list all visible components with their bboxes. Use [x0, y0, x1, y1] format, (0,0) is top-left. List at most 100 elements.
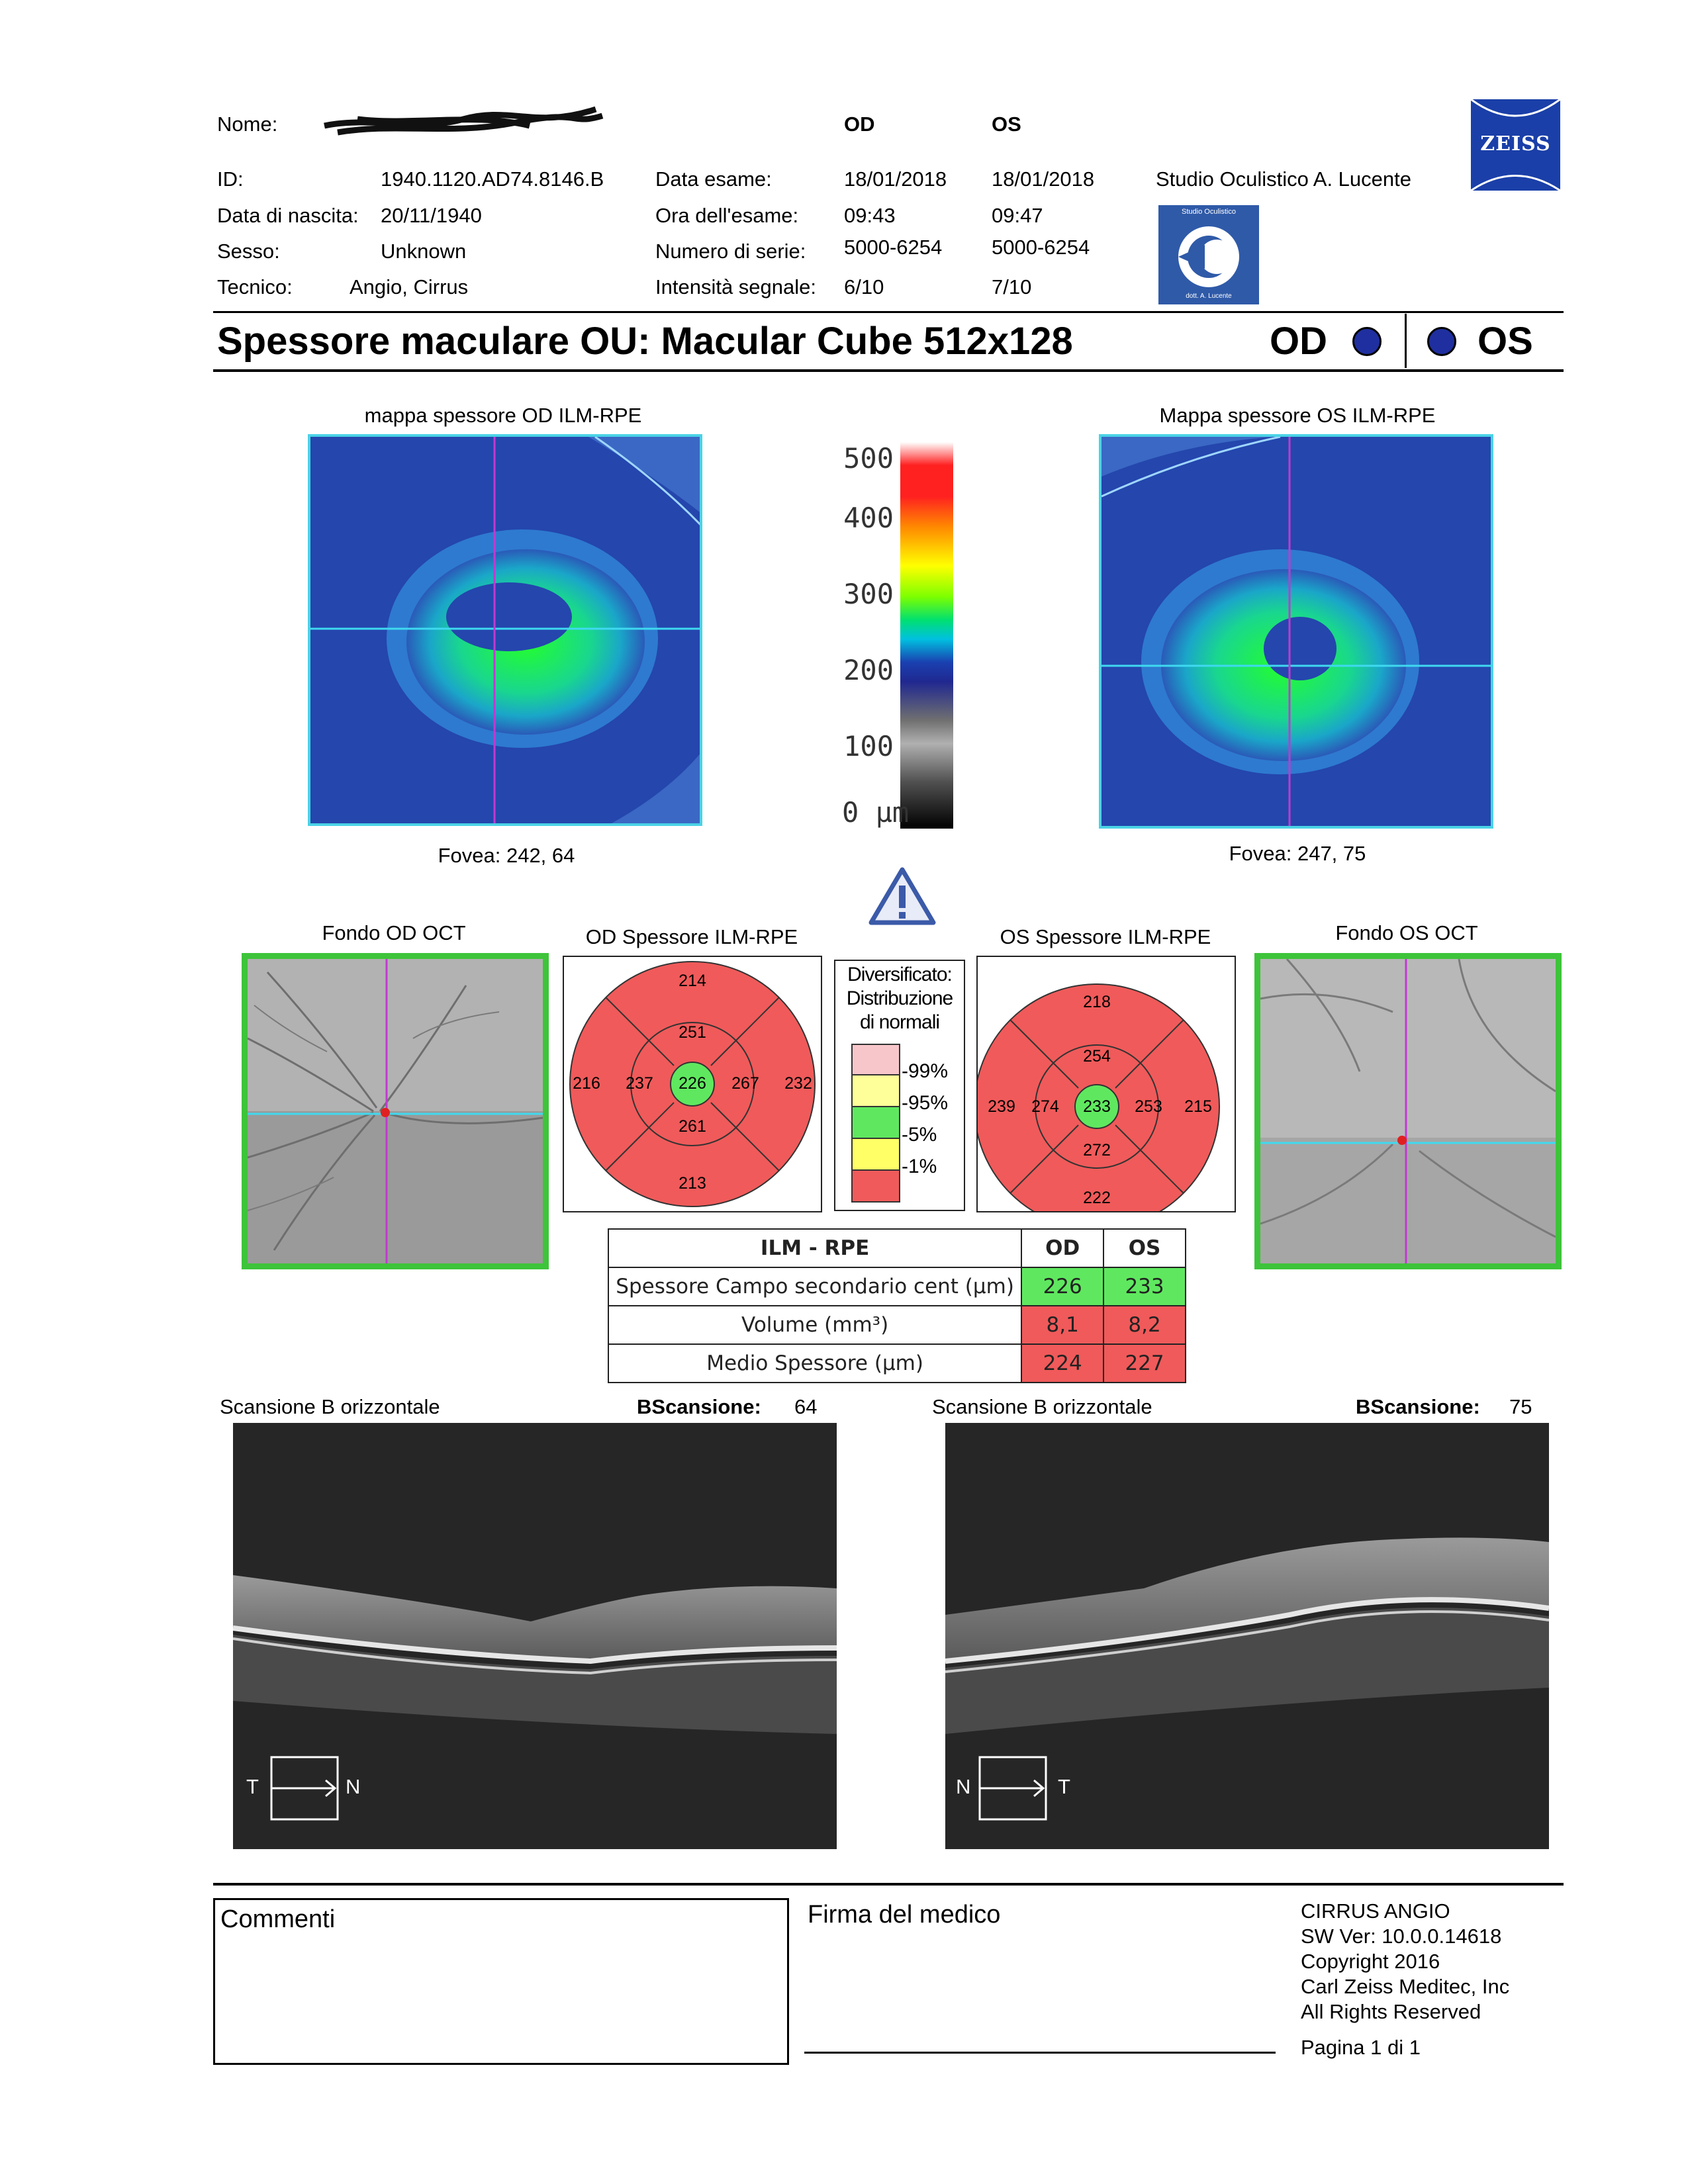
- legend-p95-text: 95%: [908, 1092, 949, 1114]
- table-header-os: OS: [1103, 1228, 1186, 1268]
- os-inner-top: 254: [1083, 1047, 1111, 1066]
- od-bscan-right-label: N: [346, 1775, 361, 1798]
- table-row: Medio Spessore (µm) 224 227: [607, 1343, 1186, 1383]
- od-outer-left: 216: [573, 1074, 600, 1093]
- title-separator: [1405, 314, 1407, 368]
- thickness-color-scale: [900, 442, 953, 829]
- serial-od: 5000-6254: [844, 236, 943, 259]
- warning-triangle-icon: [868, 867, 936, 925]
- os-etdrs-title: OS Spessore ILM-RPE: [1000, 925, 1211, 948]
- os-outer-right: 215: [1184, 1097, 1212, 1116]
- scale-tick-300: 300: [843, 578, 894, 610]
- sw-line-2: SW Ver: 10.0.0.14618: [1301, 1925, 1502, 1948]
- table-row: Spessore Campo secondario cent (µm) 226 …: [607, 1267, 1186, 1306]
- exam-date-od: 18/01/2018: [844, 167, 947, 191]
- od-fundus-image: [242, 953, 549, 1269]
- legend-p99-text: 99%: [908, 1060, 949, 1082]
- comments-box[interactable]: Commenti: [213, 1898, 789, 2065]
- row-average-label: Medio Spessore (µm): [607, 1343, 1023, 1383]
- os-bscan-right-label: T: [1058, 1775, 1070, 1798]
- od-map-title: mappa spessore OD ILM-RPE: [364, 404, 642, 427]
- table-row: Volume (mm³) 8,1 8,2: [607, 1305, 1186, 1345]
- signal-od: 6/10: [844, 275, 884, 298]
- od-bscan-left-label: T: [246, 1775, 259, 1798]
- os-thickness-map: [1099, 434, 1493, 829]
- os-inner-left: 274: [1031, 1097, 1059, 1116]
- sw-line-1: CIRRUS ANGIO: [1301, 1899, 1450, 1923]
- od-eye-dot-icon: [1352, 327, 1382, 356]
- clinic-logo: Studio Oculistico dott. A. Lucente: [1158, 205, 1259, 304]
- od-outer-bottom: 213: [679, 1174, 706, 1193]
- exam-date-os: 18/01/2018: [992, 167, 1095, 191]
- od-etdrs-grid: 214 251 216 237 226 267 232 261 213: [563, 956, 822, 1212]
- tech-value: Angio, Cirrus: [350, 275, 469, 298]
- legend-p95: -95%: [902, 1092, 949, 1114]
- legend-line2: Distribuzione: [846, 987, 953, 1009]
- table-header-row: ILM - RPE OD OS: [607, 1228, 1186, 1268]
- page-number: Pagina 1 di 1: [1301, 2036, 1421, 2059]
- os-column-label: OS: [992, 113, 1021, 136]
- legend-p99: -99%: [902, 1060, 949, 1082]
- eye-emblem-icon: [1178, 226, 1239, 287]
- row-volume-label: Volume (mm³): [607, 1305, 1023, 1345]
- od-column-label: OD: [844, 113, 875, 136]
- od-inner-left: 237: [626, 1074, 653, 1093]
- row-volume-od: 8,1: [1021, 1305, 1105, 1345]
- signal-label: Intensità segnale:: [655, 275, 817, 298]
- os-bscan-image: N T: [945, 1423, 1549, 1849]
- os-fovea: Fovea: 247, 75: [1229, 842, 1366, 865]
- scale-tick-500: 500: [843, 442, 894, 475]
- os-bscan-value: 75: [1509, 1395, 1532, 1418]
- comments-label: Commenti: [220, 1905, 336, 1933]
- row-central-subfield-os: 233: [1103, 1267, 1186, 1306]
- od-outer-right: 232: [784, 1074, 812, 1093]
- sw-line-5: All Rights Reserved: [1301, 2000, 1481, 2023]
- id-value: 1940.1120.AD74.8146.B: [381, 167, 604, 191]
- normative-distribution-legend: Diversificato: Distribuzione di normali …: [834, 960, 965, 1211]
- redacted-name-scribble: [324, 106, 604, 136]
- row-average-os: 227: [1103, 1343, 1186, 1383]
- os-bscan-label: BScansione:: [1356, 1395, 1480, 1418]
- os-outer-top: 218: [1083, 993, 1111, 1011]
- scale-tick-0: 0 µm: [842, 796, 910, 829]
- row-central-subfield-od: 226: [1021, 1267, 1105, 1306]
- exam-date-label: Data esame:: [655, 167, 772, 191]
- id-label: ID:: [217, 167, 244, 191]
- od-fovea: Fovea: 242, 64: [438, 844, 575, 867]
- sw-line-4: Carl Zeiss Meditec, Inc: [1301, 1975, 1510, 1998]
- clinic-logo-top-text: Studio Oculistico: [1182, 208, 1236, 216]
- os-map-title: Mappa spessore OS ILM-RPE: [1159, 404, 1436, 427]
- legend-line3: di normali: [859, 1011, 940, 1033]
- os-fundus-image: [1254, 953, 1562, 1269]
- os-inner-right: 253: [1135, 1097, 1162, 1116]
- title-od: OD: [1270, 320, 1327, 363]
- sex-value: Unknown: [381, 240, 467, 263]
- header-divider-bottom: [213, 369, 1564, 372]
- scale-tick-200: 200: [843, 654, 894, 686]
- legend-swatch-green: [851, 1107, 900, 1139]
- serial-label: Numero di serie:: [655, 240, 806, 263]
- exam-time-os: 09:47: [992, 204, 1043, 227]
- od-etdrs-title: OD Spessore ILM-RPE: [585, 925, 798, 948]
- od-bscan-value: 64: [794, 1395, 818, 1418]
- os-center: 233: [1083, 1097, 1111, 1116]
- legend-p5: -5%: [902, 1124, 937, 1146]
- os-fundus-title: Fondo OS OCT: [1335, 921, 1478, 944]
- legend-swatch-yellow: [851, 1139, 900, 1171]
- od-thickness-map: [308, 434, 702, 826]
- signature-line: [804, 2052, 1276, 2054]
- os-eye-dot-icon: [1427, 327, 1456, 356]
- legend-swatch-pink: [851, 1044, 900, 1075]
- os-etdrs-grid: 218 254 239 274 233 253 215 272 222: [976, 956, 1236, 1212]
- exam-time-od: 09:43: [844, 204, 896, 227]
- footer-divider: [213, 1883, 1564, 1886]
- od-inner-top: 251: [679, 1023, 706, 1042]
- exam-time-label: Ora dell'esame:: [655, 204, 799, 227]
- od-bscan-title: Scansione B orizzontale: [220, 1395, 440, 1418]
- dob-value: 20/11/1940: [381, 204, 482, 227]
- os-bscan-left-label: N: [956, 1775, 971, 1798]
- dob-label: Data di nascita:: [217, 204, 359, 227]
- zeiss-logo: ZEISS: [1471, 99, 1560, 191]
- scale-tick-400: 400: [843, 502, 894, 534]
- od-inner-right: 267: [731, 1074, 759, 1093]
